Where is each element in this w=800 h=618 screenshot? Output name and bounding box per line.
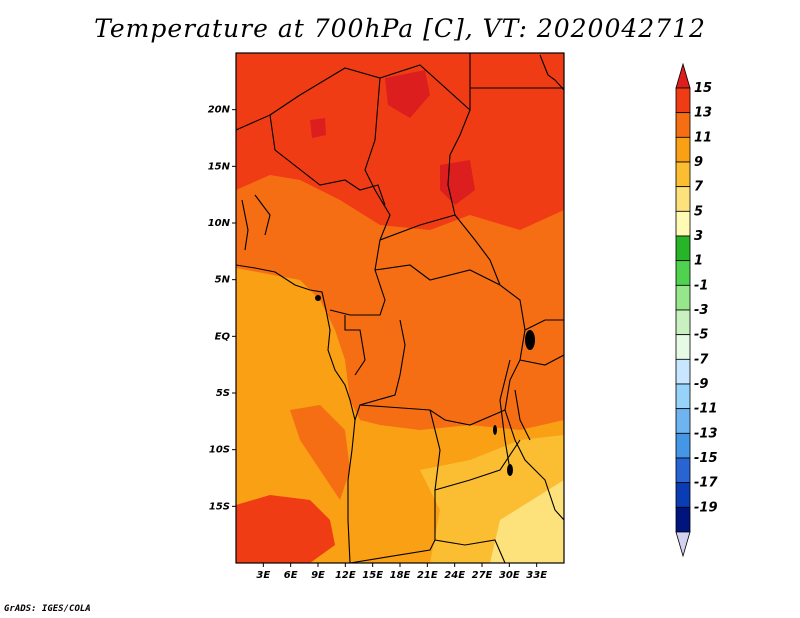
colorbar-label: -17 xyxy=(694,476,718,491)
colorbar-swatch xyxy=(675,457,691,484)
lon-tick-label: 21E xyxy=(417,570,438,581)
lakes xyxy=(315,295,535,476)
field-deep-red-core-1 xyxy=(385,70,430,118)
colorbar-swatch xyxy=(675,112,691,138)
colorbar-swatch xyxy=(675,136,691,163)
colorbar-label: -19 xyxy=(694,500,718,515)
lat-tick-label: 20N xyxy=(208,105,231,116)
colorbar-label: 3 xyxy=(694,229,703,244)
lon-tick-label: 12E xyxy=(335,570,356,581)
colorbar-label: 5 xyxy=(694,204,703,219)
colorbar-label: -7 xyxy=(694,352,709,367)
colorbar-label: -1 xyxy=(694,278,708,293)
latitude-axis: 20N 15N 10N 5N EQ 5S 10S 15S xyxy=(208,105,236,512)
field-pale-yellow-se xyxy=(490,480,564,563)
field-red-orange-sw xyxy=(236,495,335,563)
colorbar-label: 11 xyxy=(694,130,712,145)
longitude-axis: 3E 6E 9E 12E 15E 18E 21E 24E 27E 30E 33E xyxy=(256,563,547,581)
lat-tick-label: EQ xyxy=(215,331,231,342)
colorbar-swatch xyxy=(675,383,691,410)
lon-tick-label: 3E xyxy=(256,570,270,581)
colorbar-label: -15 xyxy=(694,451,718,466)
lat-tick-label: 10N xyxy=(208,218,231,229)
colorbar-label: -9 xyxy=(694,377,708,392)
colorbar-top-arrow xyxy=(675,62,691,89)
colorbar-swatch xyxy=(675,482,691,508)
lon-tick-label: 18E xyxy=(390,570,411,581)
colorbar-label: 1 xyxy=(694,254,703,269)
lat-tick-label: 15N xyxy=(208,161,231,172)
colorbar-label: 9 xyxy=(694,155,703,170)
colorbar-bottom-arrow xyxy=(675,531,691,558)
field-deep-red-core-3 xyxy=(310,118,326,138)
colorbar-swatch xyxy=(675,432,691,459)
lat-tick-label: 5N xyxy=(215,275,231,286)
grads-credit: GrADS: IGES/COLA xyxy=(4,604,91,614)
colorbar-swatch xyxy=(675,161,691,188)
lat-tick-label: 5S xyxy=(216,388,230,399)
lon-tick-label: 6E xyxy=(284,570,298,581)
temperature-field xyxy=(236,53,564,563)
colorbar-swatch xyxy=(675,334,691,360)
colorbar-label: 13 xyxy=(694,106,712,121)
colorbar-swatch xyxy=(675,260,691,286)
colorbar-swatch xyxy=(675,235,691,262)
colorbar-label: -5 xyxy=(694,328,708,343)
colorbar-label: -3 xyxy=(694,303,708,318)
lon-tick-label: 15E xyxy=(362,570,383,581)
lat-tick-label: 15S xyxy=(209,501,230,512)
colorbar-swatch xyxy=(675,506,691,533)
colorbar-swatch xyxy=(675,408,691,434)
colorbar-label: -11 xyxy=(694,402,718,417)
field-red-orange-north xyxy=(236,53,564,230)
country-borders xyxy=(236,53,564,563)
colorbar-label: 7 xyxy=(694,180,704,195)
colorbar: 15 13 11 9 7 5 3 1 -1 -3 -5 -7 -9 -11 -13 -15 -17 -19 xyxy=(675,62,718,558)
lon-tick-label: 33E xyxy=(526,570,547,581)
colorbar-swatch xyxy=(675,186,691,212)
colorbar-swatch xyxy=(675,309,691,336)
colorbar-label: 15 xyxy=(694,81,712,96)
lon-tick-label: 27E xyxy=(472,570,493,581)
colorbar-swatch xyxy=(675,210,691,237)
lon-tick-label: 30E xyxy=(499,570,520,581)
lon-tick-label: 24E xyxy=(444,570,465,581)
colorbar-swatch xyxy=(675,87,691,114)
colorbar-swatch xyxy=(675,358,691,385)
lon-tick-label: 9E xyxy=(311,570,325,581)
field-orange-atlantic-tongue xyxy=(290,405,350,500)
chart-title: Temperature at 700hPa [C], VT: 202004271… xyxy=(94,14,706,43)
colorbar-swatch xyxy=(675,284,691,311)
colorbar-label: -13 xyxy=(694,426,718,441)
lat-tick-label: 10S xyxy=(209,445,230,456)
